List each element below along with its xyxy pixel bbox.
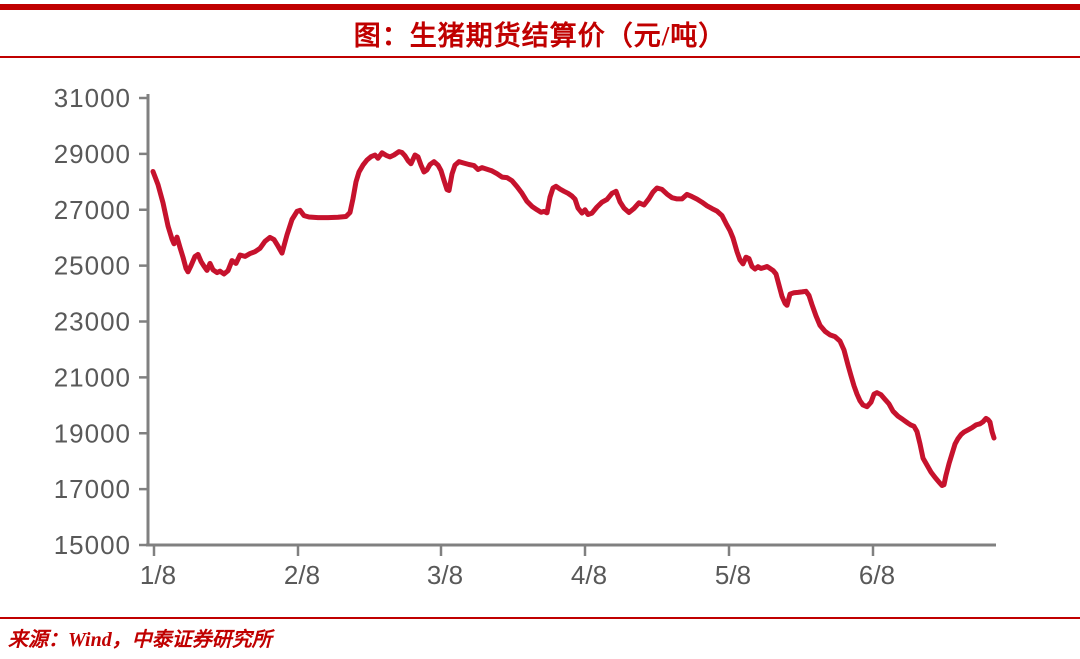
x-tick-label: 4/8 bbox=[571, 560, 607, 590]
y-tick-label: 31000 bbox=[54, 83, 131, 113]
title-underline bbox=[0, 56, 1080, 58]
y-tick-label: 29000 bbox=[54, 139, 131, 169]
y-tick-label: 17000 bbox=[54, 474, 131, 504]
y-tick-label: 27000 bbox=[54, 195, 131, 225]
source-note: 来源：Wind，中泰证券研究所 bbox=[8, 629, 272, 651]
price-line bbox=[150, 149, 997, 488]
top-border-bar bbox=[0, 4, 1080, 10]
x-tick-label: 1/8 bbox=[140, 560, 176, 590]
x-tick-label: 6/8 bbox=[859, 560, 895, 590]
x-tick-label: 2/8 bbox=[284, 560, 320, 590]
x-tick-label: 5/8 bbox=[715, 560, 751, 590]
y-tick-label: 19000 bbox=[54, 418, 131, 448]
chart-title: 图：生猪期货结算价（元/吨） bbox=[353, 21, 727, 51]
y-tick-label: 25000 bbox=[54, 251, 131, 281]
y-tick-label: 15000 bbox=[54, 530, 131, 560]
y-tick-label: 21000 bbox=[54, 362, 131, 392]
x-tick-label: 3/8 bbox=[427, 560, 463, 590]
footer-divider bbox=[0, 617, 1080, 619]
y-tick-label: 23000 bbox=[54, 307, 131, 337]
